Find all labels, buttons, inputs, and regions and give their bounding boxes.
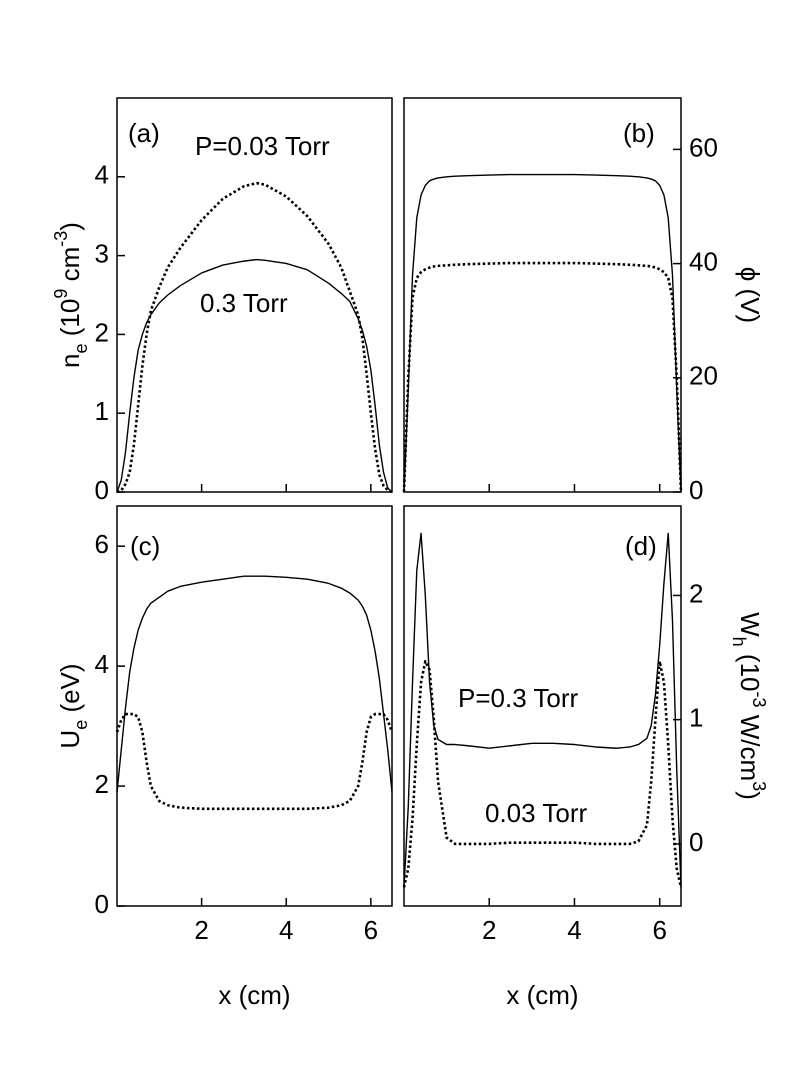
x-tick-label: 2 (482, 915, 496, 945)
y-axis-label-part: n (55, 353, 85, 367)
y-axis-label-part: ) (55, 222, 85, 231)
x-tick-label: 2 (194, 915, 208, 945)
y-axis-label-part: -3 (749, 692, 769, 708)
data-line (116, 575, 393, 793)
y-tick-label: 4 (95, 160, 109, 190)
y-axis-label: Wh (10-3 W/cm3) (729, 612, 769, 800)
data-line (403, 532, 682, 888)
y-axis-label-part: (eV) (55, 663, 85, 719)
x-tick-label: 4 (279, 915, 293, 945)
y-axis-label-part: 9 (51, 289, 71, 299)
y-tick-label: 3 (95, 238, 109, 268)
y-axis-label-part: e (71, 343, 91, 353)
y-tick-label: 40 (689, 246, 718, 276)
y-axis-label-part: -3 (51, 231, 71, 247)
data-line (402, 659, 683, 888)
y-tick-label: 2 (95, 317, 109, 347)
y-axis-label: ϕ (V) (735, 267, 765, 323)
y-tick-label: 2 (689, 578, 703, 608)
y-tick-label: 1 (95, 396, 109, 426)
y-axis-label-part: cm (55, 247, 85, 289)
plot-frame (403, 97, 682, 493)
data-line (116, 258, 393, 493)
y-tick-label: 0 (689, 475, 703, 505)
y-tick-label: 20 (689, 361, 718, 391)
y-tick-label: 0 (689, 827, 703, 857)
x-tick-label: 4 (567, 915, 581, 945)
annotation: P=0.3 Torr (458, 683, 579, 713)
data-line (403, 173, 682, 493)
y-tick-label: 2 (95, 769, 109, 799)
y-axis-label-part: (10 (55, 299, 85, 344)
y-axis-label-part: W (735, 612, 765, 637)
y-tick-label: 4 (95, 649, 109, 679)
y-tick-label: 1 (689, 703, 703, 733)
annotation: 0.03 Torr (485, 798, 587, 828)
annotation: (b) (623, 118, 655, 148)
annotation: (a) (128, 118, 160, 148)
annotation: (c) (130, 531, 160, 561)
x-tick-label: 6 (652, 915, 666, 945)
x-axis-label: x (cm) (218, 980, 290, 1010)
y-axis-label: ne (109 cm-3) (51, 222, 91, 368)
y-axis-label-part: (10 (735, 647, 765, 692)
annotation: (d) (625, 531, 657, 561)
y-tick-label: 0 (95, 889, 109, 919)
plot-frame (403, 505, 682, 907)
y-tick-label: 0 (95, 475, 109, 505)
plot-frame (116, 505, 393, 907)
y-tick-label: 60 (689, 132, 718, 162)
y-axis-label-part: e (71, 720, 91, 730)
annotation: 0.3 Torr (200, 288, 288, 318)
y-axis-label-part: ϕ (V) (735, 267, 765, 323)
y-axis-label-part: 3 (749, 781, 769, 791)
data-line (402, 261, 683, 493)
annotation: P=0.03 Torr (195, 131, 330, 161)
x-axis-label: x (cm) (506, 980, 578, 1010)
y-axis-label-part: ) (735, 791, 765, 800)
data-line (116, 181, 393, 494)
data-line (115, 712, 394, 811)
y-axis-label-part: U (55, 730, 85, 749)
y-tick-label: 6 (95, 529, 109, 559)
y-axis-label: Ue (eV) (55, 663, 91, 748)
y-axis-label-part: W/cm (735, 708, 765, 782)
plot-frame (116, 97, 393, 493)
y-axis-label-part: h (729, 637, 749, 647)
x-tick-label: 6 (364, 915, 378, 945)
